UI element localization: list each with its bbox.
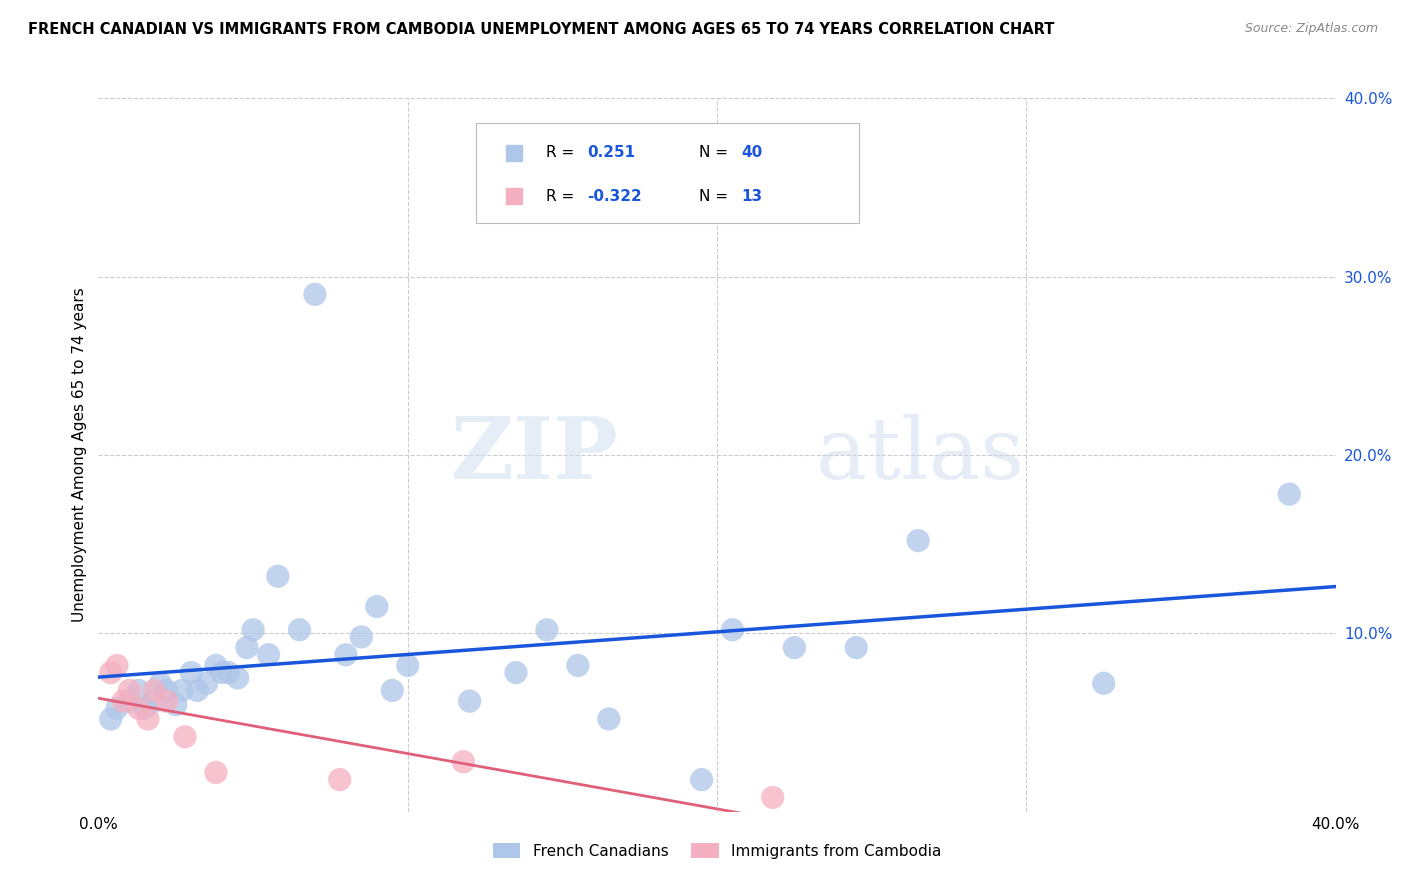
Point — [505, 665, 527, 680]
Text: atlas: atlas — [815, 413, 1025, 497]
Point — [217, 665, 239, 680]
Text: Source: ZipAtlas.com: Source: ZipAtlas.com — [1244, 22, 1378, 36]
Text: FRENCH CANADIAN VS IMMIGRANTS FROM CAMBODIA UNEMPLOYMENT AMONG AGES 65 TO 74 YEA: FRENCH CANADIAN VS IMMIGRANTS FROM CAMBO… — [28, 22, 1054, 37]
Point — [211, 665, 233, 680]
Point — [1092, 676, 1115, 690]
Point — [236, 640, 259, 655]
Text: R =: R = — [547, 145, 579, 161]
Point — [267, 569, 290, 583]
Point — [195, 676, 218, 690]
Point — [143, 683, 166, 698]
Point — [118, 694, 141, 708]
Point — [721, 623, 744, 637]
Point — [112, 694, 135, 708]
Point — [118, 683, 141, 698]
Point — [180, 665, 202, 680]
Point — [134, 701, 156, 715]
Point — [1278, 487, 1301, 501]
Point — [100, 665, 122, 680]
Point — [105, 658, 128, 673]
Point — [257, 648, 280, 662]
Point — [783, 640, 806, 655]
Point — [598, 712, 620, 726]
Point — [329, 772, 352, 787]
Point — [567, 658, 589, 673]
Point — [155, 683, 177, 698]
Point — [186, 683, 208, 698]
Point — [105, 701, 128, 715]
Point — [128, 683, 150, 698]
Text: 40: 40 — [742, 145, 763, 161]
Point — [366, 599, 388, 614]
Point — [165, 698, 187, 712]
Point — [453, 755, 475, 769]
Legend: French Canadians, Immigrants from Cambodia: French Canadians, Immigrants from Cambod… — [486, 837, 948, 864]
Point — [907, 533, 929, 548]
Y-axis label: Unemployment Among Ages 65 to 74 years: Unemployment Among Ages 65 to 74 years — [72, 287, 87, 623]
Point — [136, 712, 159, 726]
Text: N =: N = — [699, 145, 733, 161]
Point — [350, 630, 373, 644]
Text: ZIP: ZIP — [450, 413, 619, 497]
Point — [288, 623, 311, 637]
Point — [690, 772, 713, 787]
Point — [149, 676, 172, 690]
Point — [128, 701, 150, 715]
Point — [458, 694, 481, 708]
Text: 0.251: 0.251 — [588, 145, 636, 161]
Text: 13: 13 — [742, 189, 763, 203]
Text: N =: N = — [699, 189, 733, 203]
Point — [845, 640, 868, 655]
Point — [762, 790, 785, 805]
Point — [304, 287, 326, 301]
FancyBboxPatch shape — [475, 123, 859, 223]
Point — [100, 712, 122, 726]
Point — [155, 694, 177, 708]
Point — [536, 623, 558, 637]
Point — [396, 658, 419, 673]
Point — [335, 648, 357, 662]
Point — [205, 765, 228, 780]
Point — [170, 683, 193, 698]
Point — [226, 671, 249, 685]
Point — [174, 730, 197, 744]
Text: R =: R = — [547, 189, 579, 203]
Point — [143, 694, 166, 708]
Point — [205, 658, 228, 673]
Text: -0.322: -0.322 — [588, 189, 643, 203]
Point — [242, 623, 264, 637]
Point — [381, 683, 404, 698]
